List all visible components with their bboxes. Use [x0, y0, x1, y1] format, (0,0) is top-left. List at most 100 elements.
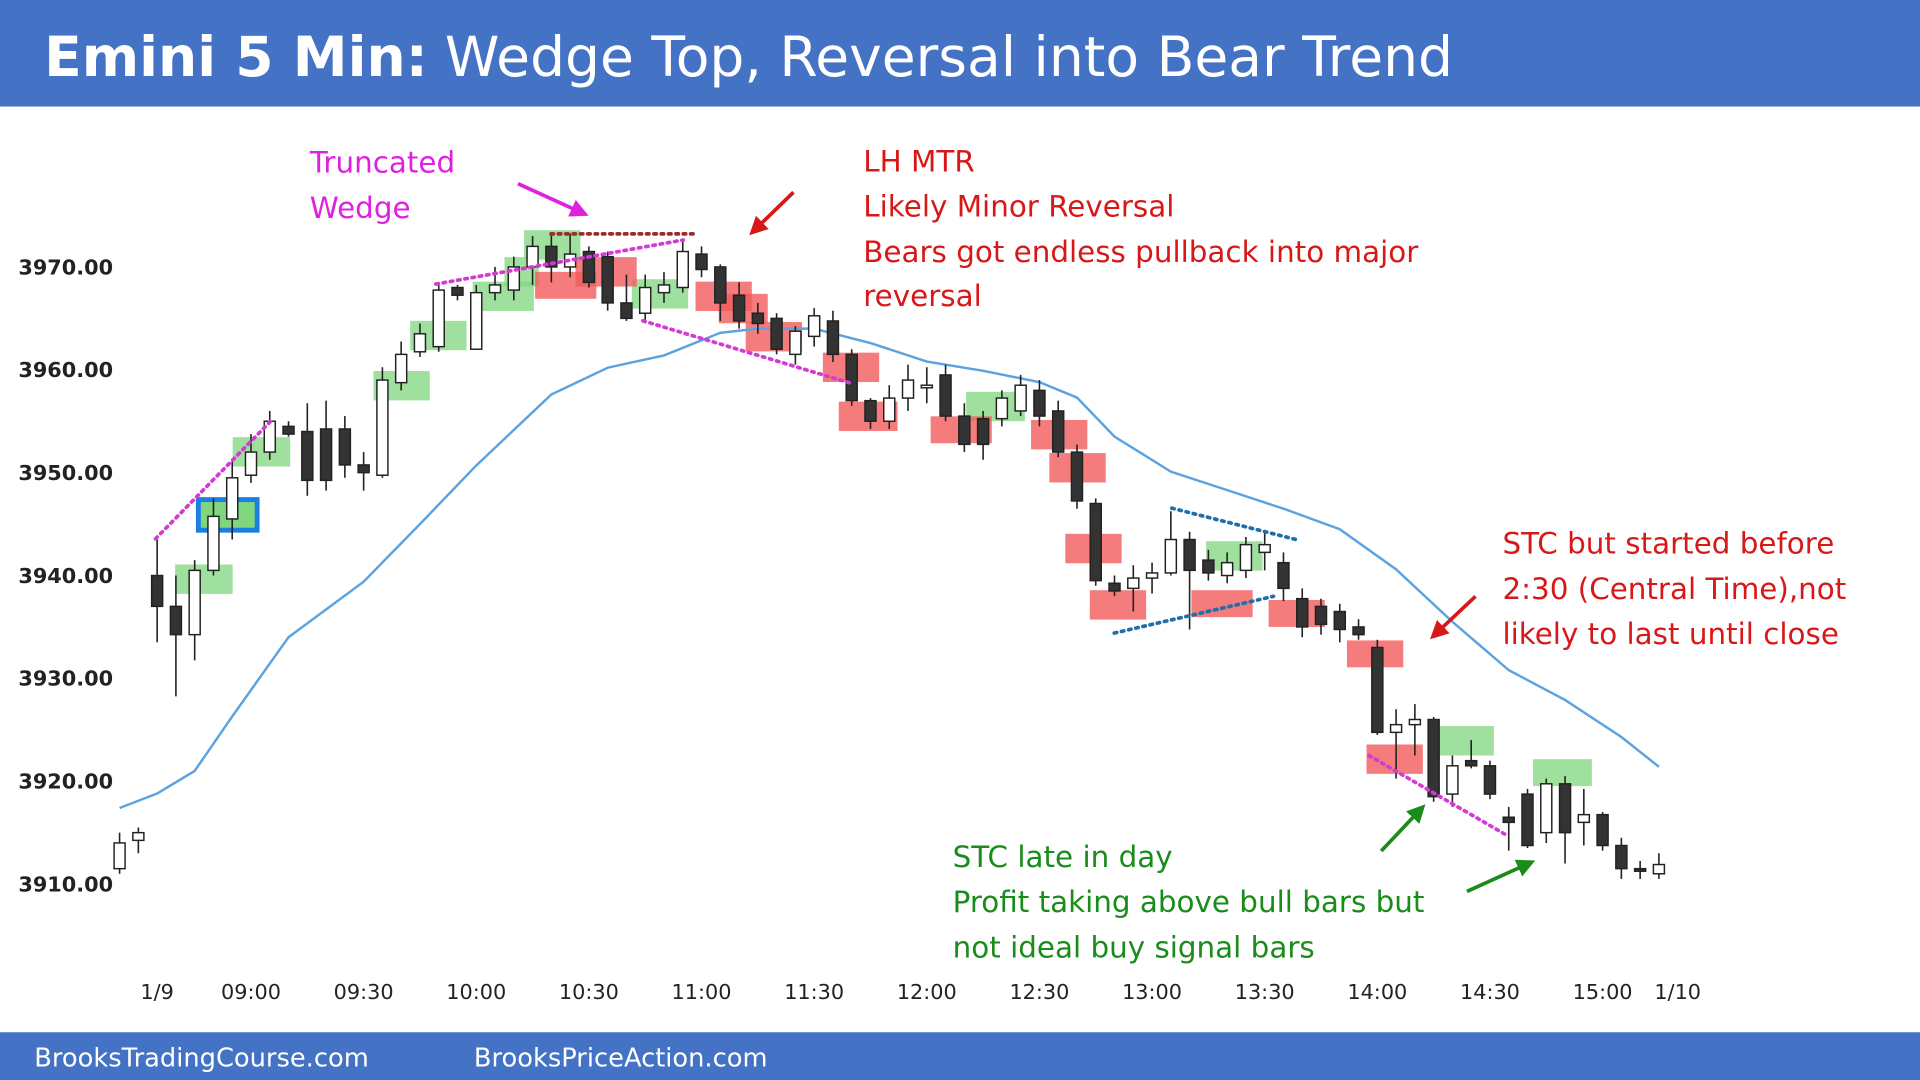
annotation-line: LH MTR: [863, 144, 975, 178]
candle-body: [1389, 723, 1403, 734]
candle-body: [1521, 793, 1534, 847]
x-tick-label: 12:30: [1009, 980, 1069, 1004]
candle-body: [920, 384, 934, 389]
trend-line: [1367, 753, 1511, 839]
candle-body: [1277, 561, 1290, 590]
footer-right: BrooksPriceAction.com: [474, 1044, 768, 1074]
candle-body: [620, 302, 633, 320]
candle-body: [1652, 863, 1666, 875]
annotation-line: 2:30 (Central Time),not: [1502, 572, 1846, 606]
triangle-line: [1112, 594, 1276, 635]
y-tick-label: 3920.00: [18, 770, 113, 794]
x-tick-label: 15:00: [1573, 980, 1633, 1004]
candle-body: [1371, 646, 1384, 734]
annotation-line: likely to last until close: [1502, 617, 1838, 651]
candle-body: [169, 605, 183, 636]
bull-box: [1533, 759, 1592, 787]
candle-body: [1033, 389, 1046, 417]
candle-body: [225, 477, 239, 520]
candle-body: [1483, 765, 1497, 795]
candle-body: [526, 245, 539, 268]
x-tick-label: 13:30: [1235, 980, 1295, 1004]
candle-body: [901, 379, 915, 399]
candle-body: [338, 428, 352, 466]
triangle-line: [1170, 506, 1300, 542]
x-tick-label: 09:30: [334, 980, 394, 1004]
x-tick-label: 09:00: [221, 980, 281, 1004]
candle-body: [1577, 813, 1591, 824]
candle-body: [1295, 597, 1309, 628]
candle-body: [676, 250, 690, 289]
candle-body: [1596, 813, 1609, 847]
title: Emini 5 Min: Wedge Top, Reversal into Bea…: [44, 25, 1453, 89]
candle-body: [1051, 410, 1065, 453]
header-bar: [0, 0, 1920, 107]
annotation-line: Wedge: [310, 191, 411, 225]
annotation-line: Profit taking above bull bars but: [953, 885, 1425, 919]
candle-body: [1220, 561, 1234, 577]
candle-body: [1127, 577, 1140, 590]
title-bold: Emini 5 Min:: [44, 25, 428, 89]
candle-body: [789, 330, 802, 356]
candle-body: [939, 374, 952, 417]
candle-body: [357, 464, 370, 474]
arrow: [1466, 859, 1536, 894]
candle-body: [601, 255, 614, 304]
candle-body: [1070, 451, 1084, 502]
annotation-wedge: Truncated Wedge: [309, 146, 455, 225]
x-tick-label: 14:00: [1347, 980, 1407, 1004]
candle-body: [864, 399, 877, 422]
candle-body: [132, 831, 145, 842]
candle-body: [301, 430, 314, 482]
plot: 3910.00 3920.00 3930.00 3940.00 3950.00 3960.…: [18, 233, 1701, 1004]
candle-body: [1108, 582, 1121, 592]
overlay: [153, 182, 1536, 894]
arrow: [517, 182, 589, 217]
footer-bar: [0, 1032, 1920, 1080]
x-tick-label: 11:00: [672, 980, 732, 1004]
candle-body: [376, 379, 389, 476]
candle-body: [958, 415, 971, 446]
annotation-line: STC but started before: [1502, 526, 1834, 560]
annotation-stc: STC but started before 2:30 (Central Tim…: [1502, 526, 1846, 651]
candle-body: [188, 569, 201, 636]
annotation-line: STC late in day: [953, 840, 1173, 874]
title-rest: Wedge Top, Reversal into Bear Trend: [445, 25, 1453, 89]
bull-box: [175, 564, 233, 594]
y-tick-label: 3910.00: [18, 872, 113, 896]
candle-body: [488, 284, 502, 294]
candle-body: [845, 353, 858, 402]
candle-body: [1014, 384, 1027, 412]
x-tick-label: 10:00: [446, 980, 506, 1004]
y-tick-label: 3960.00: [18, 358, 113, 382]
candle-body: [1633, 867, 1647, 872]
candle-body: [1258, 543, 1271, 554]
candle-body: [432, 289, 445, 348]
candle-body: [1446, 765, 1459, 795]
x-tick-label: 14:30: [1460, 980, 1520, 1004]
candle-body: [1464, 759, 1478, 767]
annotation-line: reversal: [863, 279, 982, 313]
x-tick-label: 12:00: [897, 980, 957, 1004]
candle-body: [770, 317, 783, 350]
candle-body: [732, 294, 746, 322]
candle-body: [150, 574, 164, 608]
candle-body: [1408, 718, 1422, 726]
candle-body: [1089, 502, 1102, 582]
bear-box: [1089, 590, 1147, 620]
candle-body: [1333, 610, 1347, 631]
trend-line: [641, 318, 853, 386]
wedge-line: [434, 238, 686, 286]
bull-box: [1432, 726, 1494, 756]
candle-body: [413, 333, 427, 353]
candle-body: [470, 291, 483, 350]
annotation-line: Truncated: [309, 146, 455, 180]
candle-body: [394, 353, 408, 384]
candle-body: [507, 266, 521, 291]
candle-body: [282, 425, 295, 435]
annotation-late: STC late in day Profit taking above bull…: [953, 840, 1425, 965]
candle-body: [1164, 538, 1178, 574]
arrow: [1429, 594, 1477, 640]
